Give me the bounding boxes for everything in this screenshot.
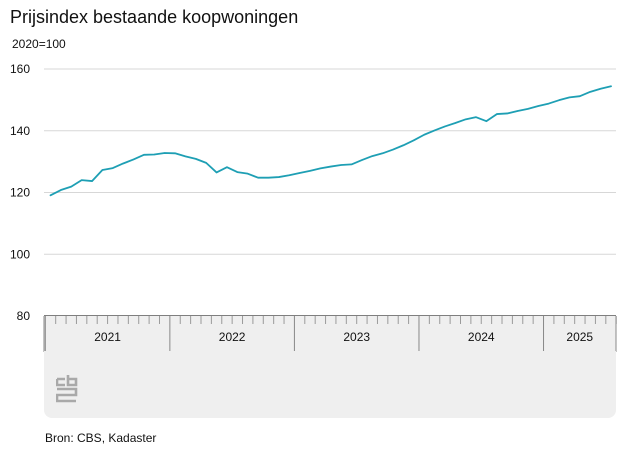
x-tick-label: 2021 <box>94 330 121 344</box>
x-axis-ticks <box>43 316 617 352</box>
data-point <box>174 152 176 154</box>
x-tick-label: 2025 <box>566 330 593 344</box>
x-tick-label: 2022 <box>219 330 246 344</box>
chart-title: Prijsindex bestaande koopwoningen <box>10 7 299 27</box>
data-point <box>537 105 539 107</box>
y-tick-label: 100 <box>10 247 30 261</box>
data-point <box>226 166 228 168</box>
data-point <box>527 108 529 110</box>
data-point <box>350 163 353 166</box>
data-point <box>184 155 187 157</box>
chart-footer-panel <box>44 351 616 418</box>
data-point <box>257 177 259 179</box>
y-axis-unit-label: 2020=100 <box>12 37 66 51</box>
data-point <box>81 179 83 181</box>
data-point <box>49 194 52 196</box>
data-point <box>70 186 72 188</box>
data-point <box>143 154 145 156</box>
data-point <box>205 162 207 164</box>
data-point <box>589 91 591 93</box>
data-point <box>60 189 62 191</box>
data-point <box>340 164 342 166</box>
x-tick-label: 2023 <box>343 330 370 344</box>
data-point <box>444 125 446 128</box>
data-point <box>319 167 321 170</box>
data-point <box>371 155 373 157</box>
series-line <box>49 85 612 197</box>
data-point <box>382 152 384 154</box>
y-tick-label: 120 <box>10 186 30 200</box>
source-note: Bron: CBS, Kadaster <box>45 431 157 445</box>
data-point <box>454 122 456 124</box>
y-tick-label: 140 <box>10 124 30 138</box>
data-point <box>475 116 477 118</box>
data-point <box>299 172 301 174</box>
y-tick-label: 80 <box>17 309 31 323</box>
data-point <box>278 176 280 178</box>
data-point <box>122 162 124 165</box>
data-point <box>132 158 135 161</box>
data-point <box>506 112 508 115</box>
data-point <box>195 158 197 160</box>
data-point <box>579 95 581 97</box>
data-point <box>112 167 114 169</box>
cbs-logo-icon <box>56 375 78 403</box>
data-point <box>558 99 560 101</box>
y-tick-labels: 80 100 120 140 160 <box>10 62 30 323</box>
data-point <box>392 148 394 151</box>
data-point <box>548 102 550 105</box>
gridlines <box>44 68 616 317</box>
x-tick-label: 2024 <box>468 330 495 344</box>
x-axis-band <box>44 316 616 352</box>
y-tick-label: 160 <box>10 62 30 76</box>
data-point <box>164 152 166 154</box>
data-point <box>101 169 103 171</box>
data-point <box>267 177 270 179</box>
data-point <box>288 174 290 176</box>
data-point <box>236 171 238 173</box>
data-point <box>361 159 363 161</box>
data-point <box>610 85 612 87</box>
data-point <box>330 165 332 168</box>
data-point <box>309 170 311 172</box>
data-point <box>433 129 436 132</box>
data-point <box>496 113 498 115</box>
data-point <box>423 134 425 136</box>
data-point <box>600 88 602 90</box>
data-point <box>568 96 571 99</box>
data-point <box>516 110 519 112</box>
data-point <box>215 171 218 174</box>
data-point <box>402 144 405 146</box>
data-point <box>485 120 488 122</box>
x-tick-labels: 2021 2022 2023 2024 2025 <box>94 330 593 344</box>
data-point <box>91 180 93 182</box>
data-point <box>413 139 415 141</box>
data-point <box>465 118 467 120</box>
data-point <box>247 173 249 175</box>
series-layer <box>49 85 612 197</box>
data-point <box>153 153 155 156</box>
